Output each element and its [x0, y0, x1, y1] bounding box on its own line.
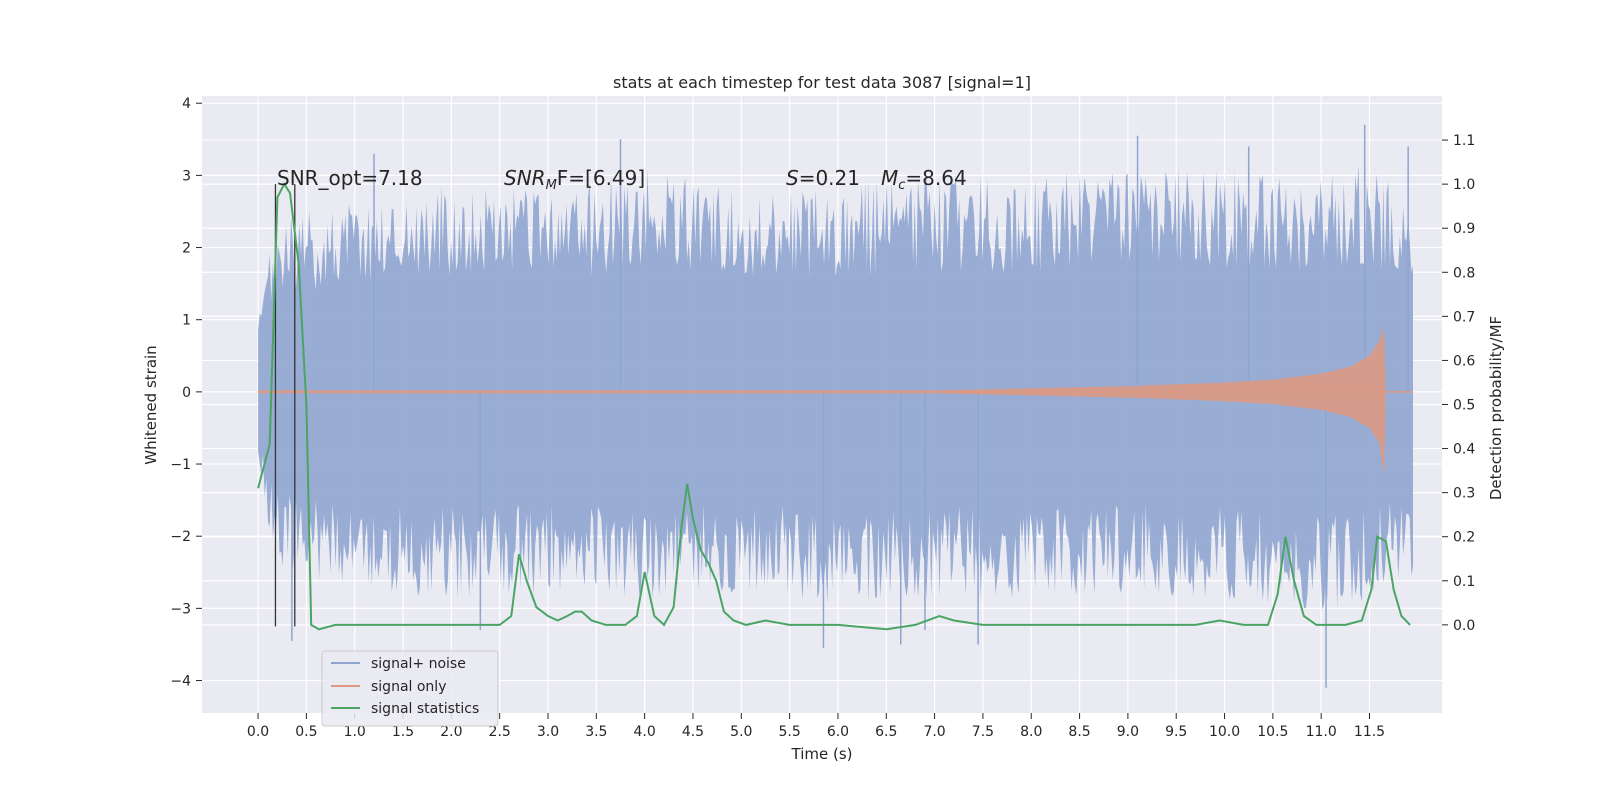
x-tick-label: 2.5 — [489, 724, 511, 740]
y-tick-label: −4 — [170, 674, 191, 690]
y-axis-right-label: Detection probability/MF — [1487, 316, 1505, 500]
annotation-snr-mf-tail: F=[6.49] — [557, 166, 645, 190]
x-tick-label: 5.0 — [730, 724, 752, 740]
annotations: SNR_opt=7.18 SNRMF=[6.49] S=0.21 Mc=8.64 — [277, 166, 967, 193]
y-right-tick-label: 0.6 — [1453, 353, 1475, 369]
y-right-tick-label: 0.8 — [1453, 265, 1475, 281]
x-tick-label: 4.0 — [634, 724, 656, 740]
y-right-tick-label: 1.0 — [1453, 177, 1475, 193]
y-right-tick-label: 0.4 — [1453, 442, 1475, 458]
legend-label-stats: signal statistics — [371, 701, 479, 717]
legend-label-signal: signal only — [371, 679, 446, 695]
y-right-tick-label: 0.9 — [1453, 221, 1475, 237]
x-tick-label: 3.5 — [585, 724, 607, 740]
x-tick-label: 0.5 — [295, 724, 317, 740]
x-tick-label: 9.0 — [1117, 724, 1139, 740]
x-tick-label: 11.5 — [1354, 724, 1385, 740]
x-tick-label: 0.0 — [247, 724, 269, 740]
annotation-snr-mf-name: SNR — [504, 166, 546, 190]
y-right-tick-label: 0.2 — [1453, 530, 1475, 546]
annotation-s: S=0.21 — [786, 166, 860, 190]
y-tick-label: −3 — [170, 601, 191, 617]
y-tick-label: 1 — [182, 313, 191, 329]
x-tick-label: 11.0 — [1306, 724, 1337, 740]
y-right-tick-label: 1.1 — [1453, 133, 1475, 149]
y-tick-label: −1 — [170, 457, 191, 473]
annotation-mc-name: M — [881, 166, 898, 190]
x-tick-label: 5.5 — [778, 724, 800, 740]
x-tick-label: 3.0 — [537, 724, 559, 740]
x-tick-label: 1.5 — [392, 724, 414, 740]
annotation-s-value: =0.21 — [799, 166, 860, 190]
annotation-snr-opt: SNR_opt=7.18 — [277, 166, 423, 190]
legend: signal+ noise signal only signal statist… — [321, 650, 499, 727]
y-axis-left-ticks: 4 3 2 1 0 −1 −2 −3 −4 — [170, 96, 202, 690]
x-axis-label: Time (s) — [791, 745, 853, 763]
x-tick-label: 6.5 — [875, 724, 897, 740]
y-right-tick-label: 0.0 — [1453, 618, 1475, 634]
y-axis-label: Whitened strain — [142, 345, 160, 464]
y-right-tick-label: 0.1 — [1453, 574, 1475, 590]
x-tick-label: 9.5 — [1165, 724, 1187, 740]
x-tick-label: 6.0 — [827, 724, 849, 740]
y-tick-label: 2 — [182, 241, 191, 257]
signal-noise-spikes — [291, 124, 1409, 688]
y-right-tick-label: 0.3 — [1453, 486, 1475, 502]
y-tick-label: 0 — [182, 385, 191, 401]
x-tick-label: 10.0 — [1209, 724, 1240, 740]
annotation-snr-mf: SNRMF=[6.49] — [504, 166, 645, 193]
x-tick-label: 7.5 — [972, 724, 994, 740]
x-tick-label: 1.0 — [344, 724, 366, 740]
annotation-mc-sub: c — [898, 178, 905, 193]
y-tick-label: 4 — [182, 96, 191, 112]
y-right-tick-label: 0.5 — [1453, 398, 1475, 414]
x-tick-label: 10.5 — [1257, 724, 1288, 740]
x-tick-label: 8.0 — [1020, 724, 1042, 740]
legend-label-noise: signal+ noise — [371, 656, 466, 672]
signal-statistics-series — [257, 182, 1411, 631]
annotation-s-name: S — [786, 166, 799, 190]
y-tick-label: −2 — [170, 529, 191, 545]
x-tick-label: 7.0 — [923, 724, 945, 740]
y-tick-label: 3 — [182, 168, 191, 184]
y-axis-right-ticks: 1.1 1.0 0.9 0.8 0.7 0.6 0.5 0.4 0.3 0.2 0.1 0.0 — [1442, 133, 1475, 634]
legend-box — [321, 650, 499, 727]
signal-noise-series — [258, 165, 1414, 610]
chart-title: stats at each timestep for test data 308… — [613, 73, 1031, 92]
plot-data — [257, 124, 1414, 688]
x-tick-label: 4.5 — [682, 724, 704, 740]
x-tick-label: 8.5 — [1068, 724, 1090, 740]
annotation-mc: Mc=8.64 — [881, 166, 967, 193]
x-tick-label: 2.0 — [440, 724, 462, 740]
y-right-tick-label: 0.7 — [1453, 309, 1475, 325]
annotation-snr-mf-sub: M — [546, 178, 557, 193]
annotation-mc-value: =8.64 — [905, 166, 966, 190]
x-axis-ticks: 0.0 0.5 1.0 1.5 2.0 2.5 3.0 3.5 4.0 4.5 5.0 5.5 6.0 6… — [247, 713, 1385, 740]
